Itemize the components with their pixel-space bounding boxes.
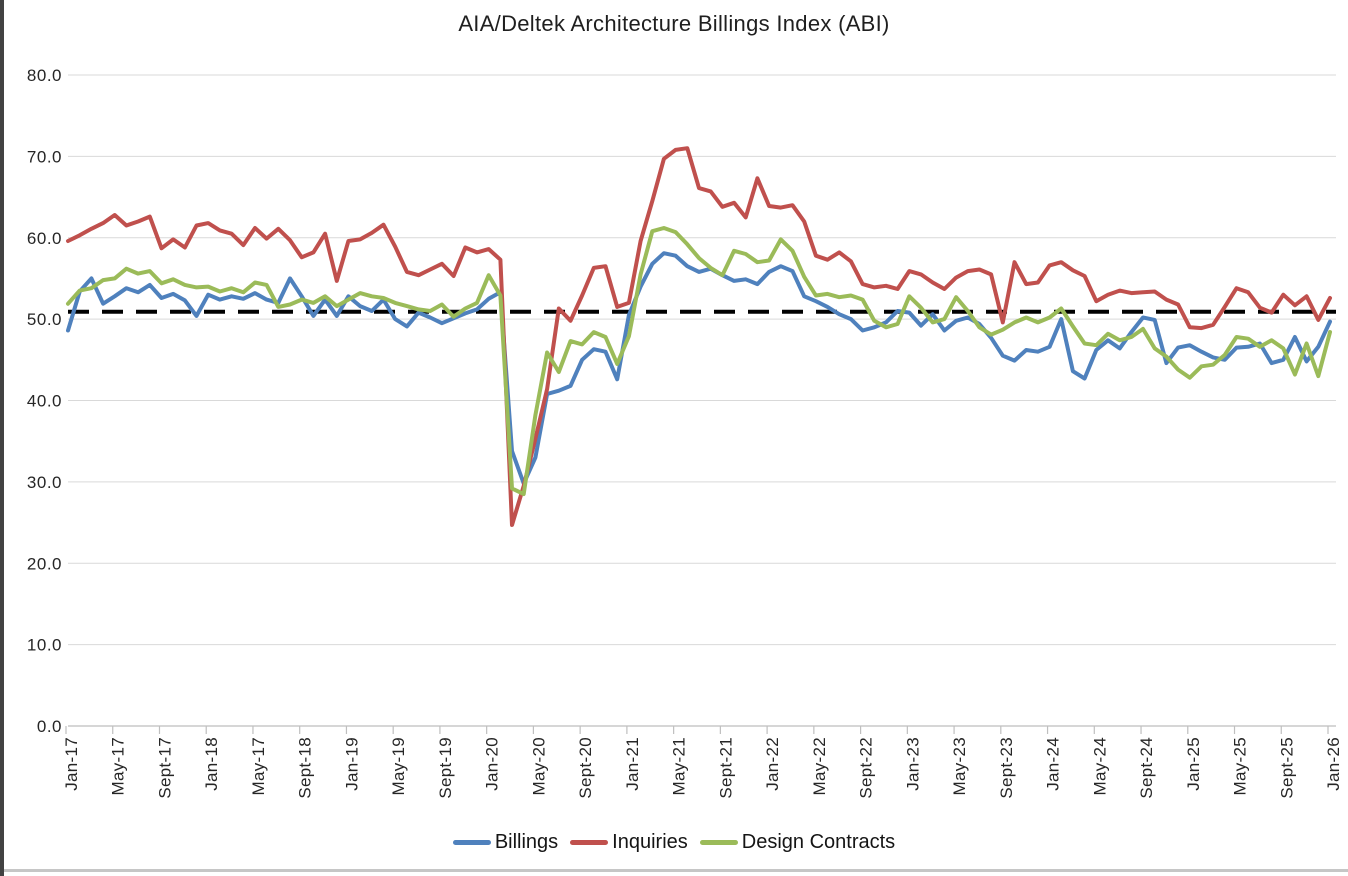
x-axis-label: May-25 xyxy=(1231,737,1250,796)
chart-legend: Billings Inquiries Design Contracts xyxy=(0,826,1348,858)
x-axis-label: Sept-20 xyxy=(576,737,595,799)
legend-item-billings: Billings xyxy=(452,830,559,854)
x-axis-label: Jan-19 xyxy=(342,737,361,791)
legend-swatch-icon xyxy=(452,839,491,845)
series-line-billings xyxy=(66,251,1332,486)
x-axis-label: Sept-18 xyxy=(296,737,315,799)
y-axis-label: 70.0 xyxy=(27,147,62,166)
legend-label: Billings xyxy=(494,830,559,853)
x-axis-label: Jan-24 xyxy=(1044,737,1063,791)
legend-label: Design Contracts xyxy=(741,830,896,853)
x-axis-label: Jan-23 xyxy=(903,737,922,791)
y-axis-label: 20.0 xyxy=(27,554,62,573)
x-axis-label: May-24 xyxy=(1090,737,1109,796)
x-axis-label: Jan-26 xyxy=(1324,737,1343,791)
x-axis-label: Sept-21 xyxy=(716,737,735,799)
x-axis-label: Jan-21 xyxy=(623,737,642,791)
series-line-inquiries xyxy=(66,146,1332,527)
window-edge-left xyxy=(0,0,4,876)
x-axis-label: Sept-17 xyxy=(155,737,174,799)
x-axis-label: Jan-17 xyxy=(62,737,81,791)
x-axis-label: Sept-19 xyxy=(436,737,455,799)
x-axis-label: Jan-18 xyxy=(202,737,221,791)
x-axis-label: Sept-22 xyxy=(857,737,876,799)
window-edge-bottom xyxy=(4,869,1348,872)
y-axis-label: 80.0 xyxy=(27,66,62,85)
x-axis-label: May-19 xyxy=(389,737,408,796)
x-axis-label: Sept-25 xyxy=(1277,737,1296,799)
y-axis-label: 60.0 xyxy=(27,229,62,248)
x-axis-label: Jan-22 xyxy=(763,737,782,791)
x-axis-label: May-17 xyxy=(249,737,268,796)
chart-title: AIA/Deltek Architecture Billings Index (… xyxy=(458,11,890,36)
legend-item-inquiries: Inquiries xyxy=(570,831,688,854)
x-axis-label: Sept-24 xyxy=(1137,737,1156,799)
legend-item-design-contracts: Design Contracts xyxy=(699,830,896,854)
y-axis-label: 0.0 xyxy=(37,717,62,736)
y-axis-label: 40.0 xyxy=(27,392,62,411)
legend-swatch-icon xyxy=(570,839,609,845)
x-axis-label: May-23 xyxy=(950,737,969,796)
x-axis-label: May-21 xyxy=(670,737,689,796)
x-axis-label: May-20 xyxy=(529,737,548,796)
y-axis-label: 10.0 xyxy=(27,636,62,655)
x-axis-label: May-22 xyxy=(810,737,829,796)
legend-label: Inquiries xyxy=(612,830,688,853)
x-axis-label: May-17 xyxy=(109,737,128,796)
x-axis-label: Jan-20 xyxy=(483,737,502,791)
y-axis-label: 30.0 xyxy=(27,473,62,492)
legend-swatch-icon xyxy=(699,839,738,845)
series-line-design-contracts xyxy=(66,226,1332,497)
y-axis-label: 50.0 xyxy=(27,310,62,329)
x-axis-label: Jan-25 xyxy=(1184,737,1203,791)
x-axis-label: Sept-23 xyxy=(997,737,1016,799)
